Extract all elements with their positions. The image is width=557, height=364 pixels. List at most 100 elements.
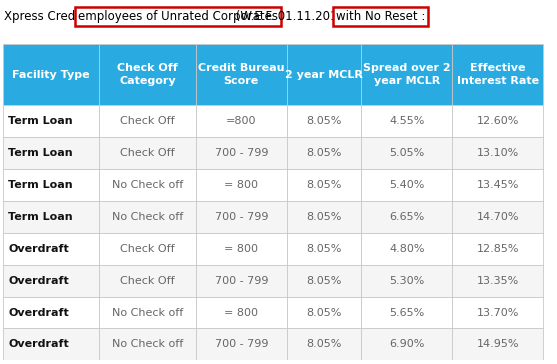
Bar xyxy=(287,265,361,297)
Text: Term Loan: Term Loan xyxy=(8,212,73,222)
Text: 8.05%: 8.05% xyxy=(306,276,341,286)
Text: Spread over 2
year MCLR: Spread over 2 year MCLR xyxy=(363,63,451,86)
Bar xyxy=(361,233,452,265)
Text: Facility Type: Facility Type xyxy=(12,70,90,80)
Text: No Check off: No Check off xyxy=(112,339,183,349)
Text: No Check off: No Check off xyxy=(112,212,183,222)
Text: 12.60%: 12.60% xyxy=(476,116,519,126)
Text: 13.45%: 13.45% xyxy=(476,180,519,190)
Bar xyxy=(99,233,196,265)
Text: No Check off: No Check off xyxy=(112,308,183,317)
Bar xyxy=(196,265,287,297)
Bar xyxy=(3,265,99,297)
Bar xyxy=(99,201,196,233)
Text: 700 - 799: 700 - 799 xyxy=(214,148,268,158)
Bar xyxy=(3,297,99,328)
Text: 8.05%: 8.05% xyxy=(306,244,341,254)
Bar xyxy=(452,297,543,328)
Bar xyxy=(361,106,452,137)
Bar xyxy=(3,106,99,137)
Bar xyxy=(287,169,361,201)
Text: Term Loan: Term Loan xyxy=(8,180,73,190)
Bar xyxy=(361,137,452,169)
Text: 8.05%: 8.05% xyxy=(306,116,341,126)
Text: 8.05%: 8.05% xyxy=(306,339,341,349)
Text: 8.05%: 8.05% xyxy=(306,148,341,158)
Text: 5.65%: 5.65% xyxy=(389,308,424,317)
Text: 12.85%: 12.85% xyxy=(476,244,519,254)
Bar xyxy=(196,297,287,328)
Bar xyxy=(99,265,196,297)
Bar xyxy=(3,44,99,106)
Text: 13.35%: 13.35% xyxy=(477,276,519,286)
Text: =800: =800 xyxy=(226,116,257,126)
Bar xyxy=(196,106,287,137)
Text: 13.10%: 13.10% xyxy=(477,148,519,158)
Text: = 800: = 800 xyxy=(224,180,258,190)
Bar xyxy=(287,106,361,137)
Bar xyxy=(287,44,361,106)
Text: (W.E.F. 01.11.2017): (W.E.F. 01.11.2017) xyxy=(232,10,353,23)
Bar xyxy=(361,44,452,106)
Bar xyxy=(196,233,287,265)
Bar xyxy=(287,233,361,265)
Text: 700 - 799: 700 - 799 xyxy=(214,212,268,222)
Text: Check Off: Check Off xyxy=(120,276,175,286)
Bar xyxy=(361,201,452,233)
Text: No Check off: No Check off xyxy=(112,180,183,190)
Text: 8.05%: 8.05% xyxy=(306,308,341,317)
Text: = 800: = 800 xyxy=(224,308,258,317)
Bar xyxy=(361,169,452,201)
Text: Check Off
Category: Check Off Category xyxy=(117,63,178,86)
Text: with No Reset :: with No Reset : xyxy=(336,10,425,23)
Bar xyxy=(196,201,287,233)
Text: 6.90%: 6.90% xyxy=(389,339,424,349)
Bar xyxy=(452,233,543,265)
Text: 8.05%: 8.05% xyxy=(306,212,341,222)
Bar xyxy=(287,137,361,169)
Text: Overdraft: Overdraft xyxy=(8,244,69,254)
Bar xyxy=(452,169,543,201)
Text: Check Off: Check Off xyxy=(120,148,175,158)
Text: 6.65%: 6.65% xyxy=(389,212,424,222)
Bar xyxy=(287,201,361,233)
Text: 5.30%: 5.30% xyxy=(389,276,424,286)
Text: Overdraft: Overdraft xyxy=(8,276,69,286)
Text: 8.05%: 8.05% xyxy=(306,180,341,190)
Bar xyxy=(196,328,287,360)
Text: 5.05%: 5.05% xyxy=(389,148,424,158)
Text: Effective
Interest Rate: Effective Interest Rate xyxy=(457,63,539,86)
Bar xyxy=(196,169,287,201)
Text: 14.70%: 14.70% xyxy=(476,212,519,222)
Text: Term Loan: Term Loan xyxy=(8,148,73,158)
Text: 13.70%: 13.70% xyxy=(476,308,519,317)
Bar xyxy=(3,169,99,201)
Text: Xpress Credit t: Xpress Credit t xyxy=(4,10,92,23)
Text: 700 - 799: 700 - 799 xyxy=(214,339,268,349)
Bar xyxy=(452,137,543,169)
Text: Overdraft: Overdraft xyxy=(8,308,69,317)
Bar xyxy=(196,137,287,169)
Text: 2 year MCLR: 2 year MCLR xyxy=(285,70,363,80)
Bar xyxy=(361,297,452,328)
Bar xyxy=(452,44,543,106)
Bar xyxy=(287,297,361,328)
Bar xyxy=(99,106,196,137)
Bar xyxy=(3,233,99,265)
Bar xyxy=(99,137,196,169)
Text: Overdraft: Overdraft xyxy=(8,339,69,349)
Bar xyxy=(452,106,543,137)
Bar xyxy=(196,44,287,106)
Bar xyxy=(3,328,99,360)
Bar xyxy=(452,265,543,297)
Bar xyxy=(361,328,452,360)
Bar xyxy=(452,201,543,233)
Text: Credit Bureau
Score: Credit Bureau Score xyxy=(198,63,285,86)
Bar xyxy=(99,44,196,106)
Bar xyxy=(99,169,196,201)
Bar xyxy=(3,201,99,233)
Text: employees of Unrated Corporates: employees of Unrated Corporates xyxy=(78,10,278,23)
Bar xyxy=(99,297,196,328)
Text: 4.55%: 4.55% xyxy=(389,116,424,126)
Bar xyxy=(99,328,196,360)
